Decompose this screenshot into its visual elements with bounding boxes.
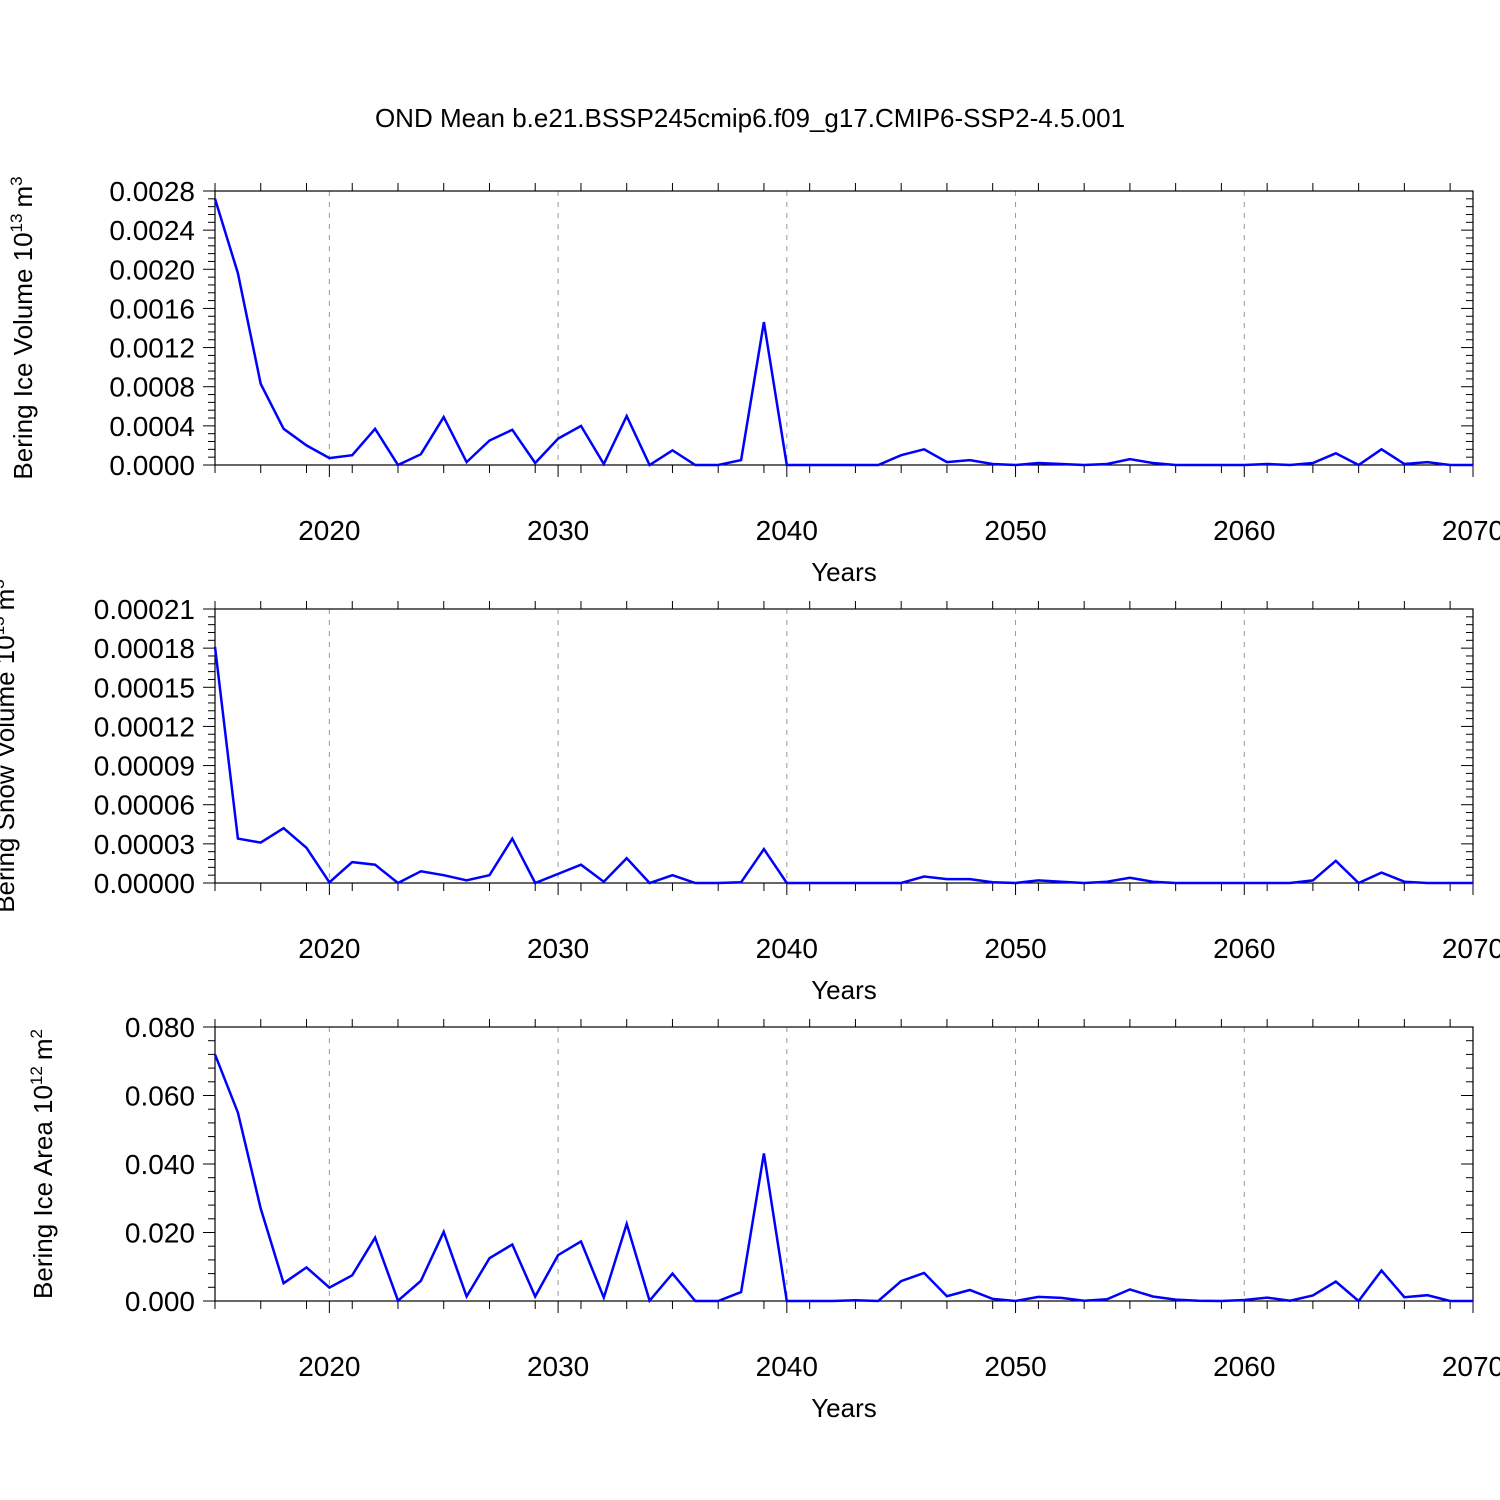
x-tick-label: 2070 (1442, 933, 1500, 964)
x-tick-label: 2020 (298, 1351, 360, 1382)
y-tick-label: 0.0028 (109, 176, 195, 207)
x-axis-label: Years (811, 1393, 877, 1423)
panels: 2020 2030 2040 2050 2060 2070 0.0000 0.0004 0.00… (0, 176, 1500, 1423)
y-tick-label: 0.040 (125, 1149, 195, 1180)
y-tick-label: 0.0012 (109, 333, 195, 364)
y-axis-label-text: Bering Ice Volume 10 (8, 232, 38, 479)
x-tick-label: 2070 (1442, 515, 1500, 546)
y-axis-label-unit-exponent: 2 (27, 1029, 46, 1038)
series-line (213, 646, 1473, 885)
y-axis-label-exponent: 13 (7, 214, 26, 233)
y-axis-label-text: Bering Snow Volume 10 (0, 635, 20, 913)
series-line (213, 1053, 1473, 1304)
x-tick-label: 2030 (527, 515, 589, 546)
x-axis-label: Years (811, 557, 877, 587)
x-tick-label: 2060 (1213, 1351, 1275, 1382)
y-tick-label: 0.060 (125, 1081, 195, 1112)
y-tick-label: 0.00015 (94, 672, 195, 703)
y-tick-label: 0.020 (125, 1218, 195, 1249)
y-axis-label: Bering Snow Volume 1013 m3 (0, 579, 20, 913)
x-tick-label: 2050 (984, 933, 1046, 964)
y-tick-label: 0.00021 (94, 594, 195, 625)
chart-title: OND Mean b.e21.BSSP245cmip6.f09_g17.CMIP… (375, 103, 1125, 133)
y-axis-label-exponent: 12 (27, 1066, 46, 1085)
x-tick-label: 2050 (984, 515, 1046, 546)
y-axis-label-text: Bering Ice Area 10 (28, 1085, 58, 1299)
y-axis-label: Bering Ice Area 1012 m2 (27, 1029, 58, 1299)
x-tick-label: 2020 (298, 933, 360, 964)
y-tick-label: 0.00003 (94, 829, 195, 860)
x-tick-label: 2030 (527, 1351, 589, 1382)
y-axis-label-unit-exponent: 3 (7, 176, 26, 185)
y-tick-label: 0.0024 (109, 215, 195, 246)
x-tick-label: 2030 (527, 933, 589, 964)
x-tick-label: 2070 (1442, 1351, 1500, 1382)
y-tick-label: 0.00018 (94, 633, 195, 664)
panel-3: 2020 2030 2040 2050 2060 2070 0.000 0.020 0.040 0… (27, 1012, 1500, 1423)
y-tick-label: 0.00012 (94, 711, 195, 742)
panel-1: 2020 2030 2040 2050 2060 2070 0.0000 0.0004 0.00… (7, 176, 1500, 587)
y-tick-label: 0.0016 (109, 293, 195, 324)
x-tick-label: 2040 (756, 933, 818, 964)
plot-frame (214, 608, 1474, 884)
y-axis-label-unit: m (8, 186, 38, 208)
y-tick-label: 0.0008 (109, 372, 195, 403)
y-axis-label: Bering Ice Volume 1013 m3 (7, 176, 38, 479)
y-tick-label: 0.0020 (109, 254, 195, 285)
x-tick-label: 2040 (756, 1351, 818, 1382)
y-axis-label-unit: m (0, 589, 20, 611)
x-tick-label: 2060 (1213, 515, 1275, 546)
y-axis-label-unit-exponent: 3 (0, 579, 8, 588)
series-line (213, 198, 1473, 467)
y-tick-label: 0.00009 (94, 751, 195, 782)
y-tick-label: 0.0000 (109, 450, 195, 481)
x-tick-label: 2040 (756, 515, 818, 546)
y-tick-label: 0.000 (125, 1286, 195, 1317)
y-axis-label-exponent: 13 (0, 616, 8, 635)
x-axis-label: Years (811, 975, 877, 1005)
y-tick-label: 0.00000 (94, 868, 195, 899)
panel-2: 2020 2030 2040 2050 2060 2070 0.00000 0.00003 0.… (0, 579, 1500, 1005)
x-tick-label: 2020 (298, 515, 360, 546)
x-tick-label: 2060 (1213, 933, 1275, 964)
plot-frame (214, 1026, 1474, 1302)
y-axis-label-unit: m (28, 1038, 58, 1060)
x-tick-label: 2050 (984, 1351, 1046, 1382)
plot-frame (214, 190, 1474, 466)
y-tick-label: 0.0004 (109, 411, 195, 442)
y-tick-label: 0.00006 (94, 790, 195, 821)
y-tick-label: 0.080 (125, 1012, 195, 1043)
